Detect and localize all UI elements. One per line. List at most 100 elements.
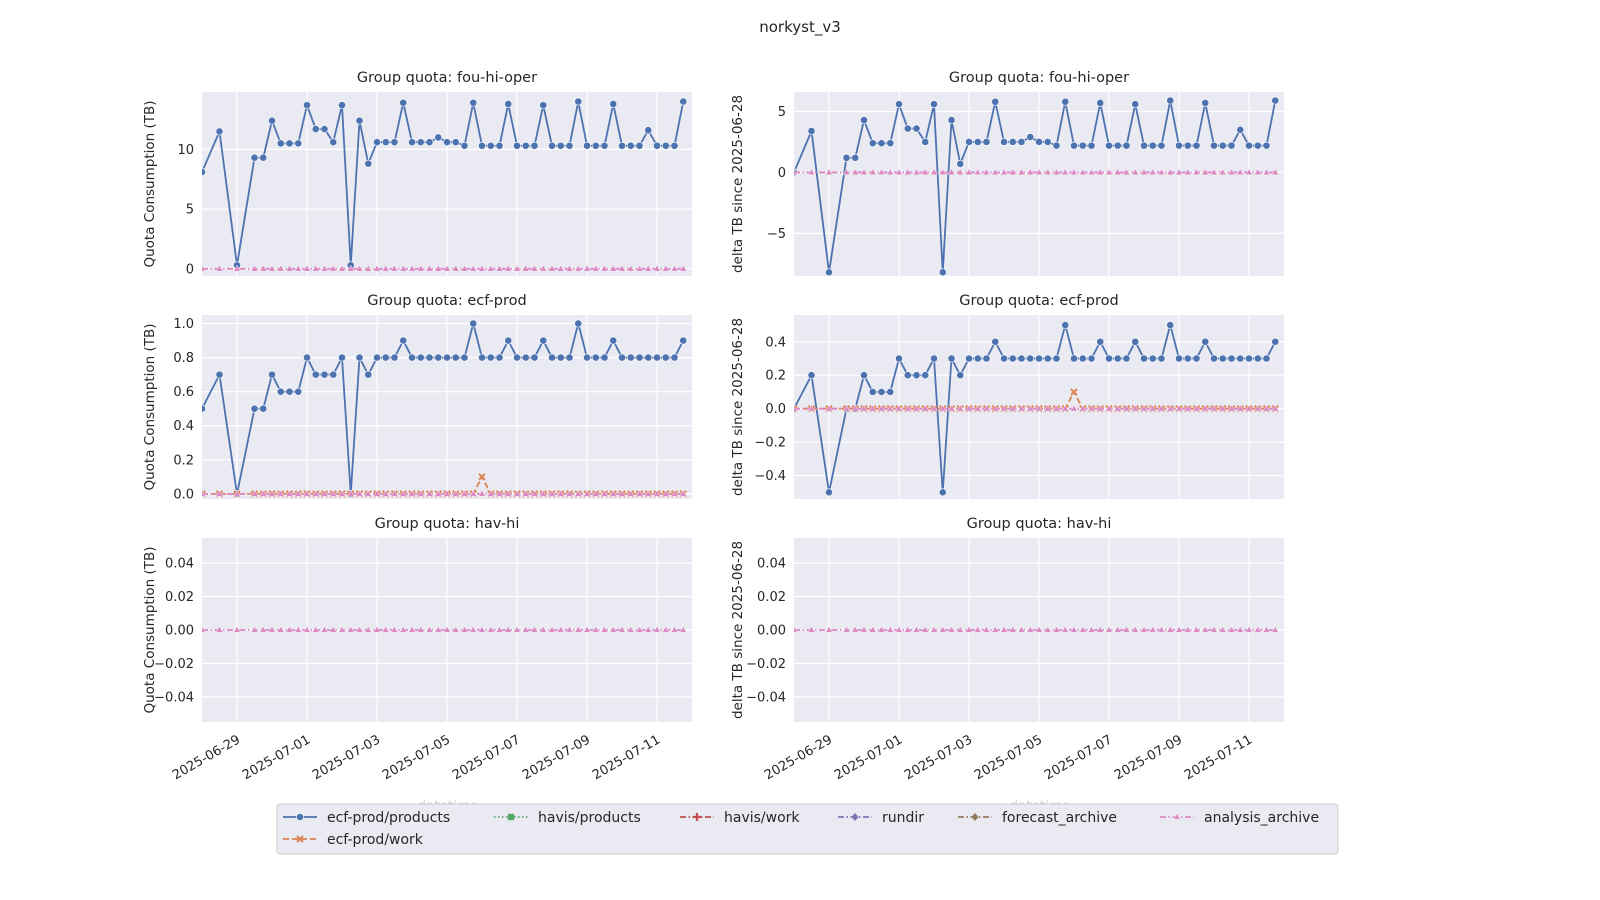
data-point (1105, 141, 1113, 150)
data-point (320, 125, 329, 133)
data-point (1245, 168, 1253, 176)
x-tick-label: 2025-06-29 (170, 732, 243, 783)
data-point (215, 625, 224, 633)
data-point (1078, 354, 1087, 363)
data-point (355, 625, 364, 633)
data-point (303, 489, 311, 497)
data-point (312, 489, 320, 497)
data-point (653, 489, 661, 497)
data-point (609, 264, 617, 272)
data-point (1236, 125, 1245, 134)
data-point (434, 133, 443, 142)
data-point (1140, 168, 1148, 176)
data-point (1114, 404, 1122, 412)
data-point (215, 264, 224, 272)
data-point (215, 370, 224, 379)
data-point (1192, 625, 1201, 633)
data-point (1262, 141, 1271, 150)
data-point (1000, 354, 1008, 363)
data-point (382, 489, 390, 497)
data-point (399, 625, 407, 633)
data-point (202, 625, 206, 633)
data-point (469, 625, 477, 633)
data-point (399, 336, 408, 345)
data-point (416, 353, 425, 362)
legend-label: ecf-prod/products (327, 810, 450, 826)
data-point (653, 625, 661, 633)
data-point (1227, 404, 1236, 412)
data-point (259, 264, 267, 272)
y-tick-label: 0 (778, 166, 786, 181)
x-tick-label: 2025-07-09 (520, 732, 593, 783)
data-point (635, 353, 644, 362)
data-point (574, 97, 583, 106)
data-point (1271, 404, 1279, 412)
data-point (921, 371, 930, 380)
data-point (1236, 354, 1245, 363)
data-point (1157, 141, 1166, 150)
data-point (600, 264, 609, 272)
data-point (1262, 625, 1271, 633)
data-point (930, 625, 938, 633)
legend-marker (296, 835, 304, 843)
data-point (1052, 354, 1061, 363)
data-point (1070, 168, 1078, 176)
y-tick-label: 5 (778, 105, 786, 120)
y-tick-label: 0.2 (173, 453, 194, 468)
data-point (851, 153, 860, 162)
data-point (338, 264, 346, 272)
data-point (390, 353, 399, 362)
legend-label: forecast_archive (1002, 810, 1117, 826)
data-point (930, 404, 938, 412)
data-point (276, 387, 285, 396)
data-point (609, 336, 618, 345)
data-layer (202, 625, 687, 633)
data-point (1227, 354, 1236, 363)
data-point (1096, 168, 1104, 176)
data-point (556, 141, 565, 150)
data-point (1184, 625, 1192, 633)
y-tick-label: −0.02 (154, 657, 194, 672)
data-point (965, 354, 973, 363)
subplot-1: 0 5 10 Group quota: fou-hi-oper Quota Consum… (142, 70, 692, 277)
data-point (381, 138, 390, 147)
data-point (1078, 141, 1087, 150)
data-point (956, 625, 964, 633)
data-point (390, 625, 399, 633)
data-point (653, 141, 661, 150)
data-point (1122, 354, 1131, 363)
data-point (250, 404, 259, 413)
data-point (233, 625, 241, 633)
data-point (320, 625, 329, 633)
data-point (329, 138, 338, 147)
data-point (618, 353, 626, 362)
data-point (679, 489, 687, 497)
data-point (1271, 337, 1280, 346)
data-point (1157, 404, 1166, 412)
data-point (1175, 625, 1183, 633)
data-point (1000, 138, 1008, 146)
data-point (609, 100, 618, 108)
data-point (495, 141, 504, 150)
x-tick-label: 2025-07-01 (240, 732, 313, 783)
legend-label: analysis_archive (1204, 810, 1319, 826)
data-point (895, 354, 903, 363)
data-point (373, 625, 381, 633)
data-point (1149, 168, 1157, 176)
data-point (1070, 404, 1078, 412)
data-point (521, 141, 530, 150)
data-point (583, 625, 591, 633)
x-tick-label: 2025-07-03 (310, 732, 383, 783)
data-point (895, 100, 903, 109)
data-point (548, 141, 556, 150)
data-point (947, 116, 956, 124)
data-point (215, 127, 224, 136)
data-point (1052, 141, 1061, 150)
data-point (1271, 96, 1280, 105)
data-point (390, 264, 399, 272)
y-tick-label: −5 (767, 227, 786, 242)
data-point (312, 625, 320, 633)
data-point (912, 404, 921, 412)
data-point (860, 371, 868, 380)
data-point (364, 370, 373, 379)
